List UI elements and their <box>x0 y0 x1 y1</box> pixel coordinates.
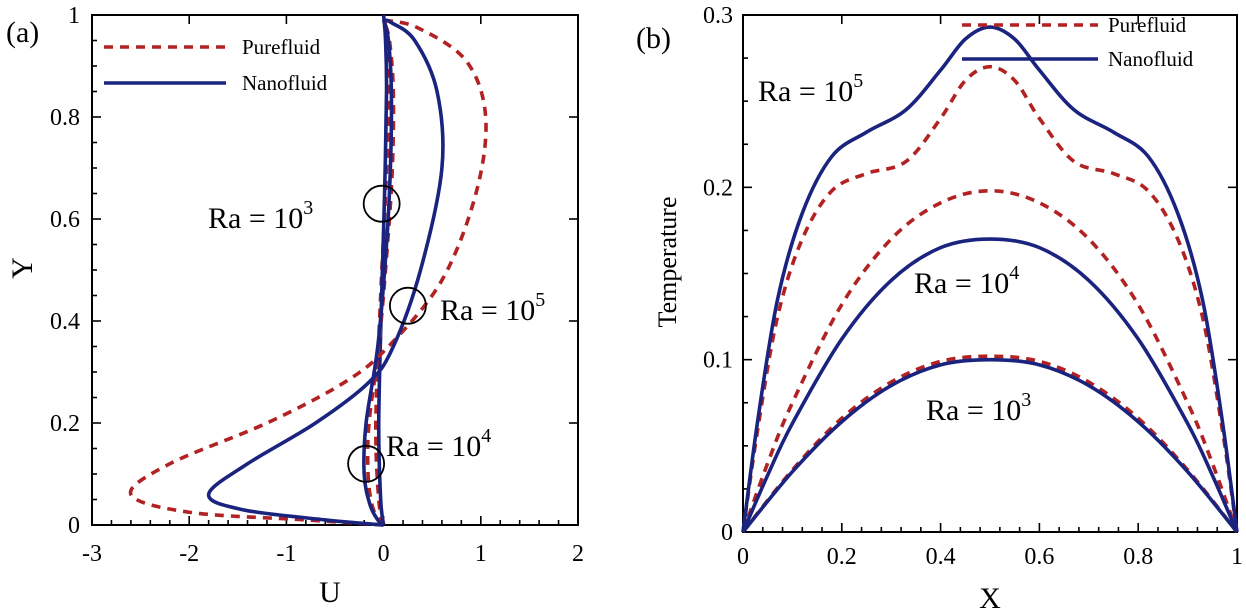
annotation-circle-marker <box>362 184 401 223</box>
panel-b-axes: 0 0.2 0.4 0.6 0.8 1 0 0.1 0.2 0.3 <box>703 3 1243 570</box>
x-tick-label: 1 <box>1231 544 1243 570</box>
panel-a-xlabel: U <box>319 576 341 609</box>
panel-a-label: (a) <box>6 16 39 49</box>
panel-b-legend: Purefluid Nanofluid <box>962 13 1194 71</box>
nanofluid-curve-ra103 <box>376 14 389 526</box>
x-tick-label: -3 <box>82 541 102 567</box>
ra-annotation: Ra = 103 <box>926 389 1031 427</box>
y-tick-label: 0.8 <box>50 105 80 131</box>
panel-b-xlabel: X <box>979 582 1001 615</box>
legend-purefluid-label: Purefluid <box>242 35 321 59</box>
panel-b-series <box>741 25 1239 534</box>
legend-nanofluid-label: Nanofluid <box>242 71 328 95</box>
x-tick-label: 2 <box>572 541 584 567</box>
panel-a-series <box>128 14 488 527</box>
y-tick-label: 0.2 <box>703 175 733 201</box>
y-tick-label: 0.6 <box>50 207 80 233</box>
nanofluid-curve-ra104 <box>741 237 1239 533</box>
annotation-circle-marker <box>388 286 427 325</box>
y-tick-label: 1 <box>68 3 80 29</box>
ra-annotation: Ra = 104 <box>386 425 491 463</box>
x-tick-label: 0.4 <box>926 544 956 570</box>
nanofluid-curve-ra104 <box>362 19 394 527</box>
nanofluid-curve-ra105 <box>741 25 1239 533</box>
x-tick-label: -1 <box>276 541 296 567</box>
annotation-circle-marker <box>347 444 386 483</box>
y-tick-label: 0 <box>68 513 80 539</box>
panel-a-legend: Purefluid Nanofluid <box>104 35 328 95</box>
y-tick-label: 0.4 <box>50 309 80 335</box>
x-tick-label: 0.6 <box>1024 544 1054 570</box>
panel-a-ylabel: Y <box>6 257 39 279</box>
nanofluid-curve-ra103 <box>741 357 1239 534</box>
ra-annotation: Ra = 103 <box>208 197 313 235</box>
y-tick-label: 0.1 <box>703 348 733 374</box>
x-tick-label: 0.8 <box>1123 544 1153 570</box>
panel-b-annotations: Ra = 105 Ra = 104 Ra = 103 <box>758 70 1031 427</box>
x-tick-label: 1 <box>475 541 487 567</box>
ra-annotation: Ra = 104 <box>914 262 1019 300</box>
panel-b-ylabel: Temperature <box>653 197 682 328</box>
nanofluid-curve-ra105 <box>206 18 445 527</box>
ra-annotation: Ra = 105 <box>758 70 863 108</box>
purefluid-curve-ra105 <box>741 64 1239 533</box>
y-tick-label: 0 <box>721 520 733 546</box>
panel-a-annotations: Ra = 103 Ra = 105 Ra = 104 <box>208 184 545 483</box>
legend-purefluid-label: Purefluid <box>1108 13 1187 37</box>
purefluid-curve-ra105 <box>128 18 488 527</box>
legend-nanofluid-label: Nanofluid <box>1108 47 1194 71</box>
x-tick-label: 0 <box>737 544 749 570</box>
panel-b-label: (b) <box>636 22 671 55</box>
y-tick-label: 0.3 <box>703 3 733 29</box>
x-tick-label: 0.2 <box>827 544 857 570</box>
x-tick-label: -2 <box>179 541 199 567</box>
x-tick-label: 0 <box>378 541 390 567</box>
panel-b: (b) 0 0.2 0.4 0.6 0.8 100.10.20.3 Ra = 105Ra … <box>636 3 1243 615</box>
y-tick-label: 0.2 <box>50 411 80 437</box>
plot-frame <box>91 14 579 526</box>
ra-annotation: Ra = 105 <box>440 289 545 327</box>
